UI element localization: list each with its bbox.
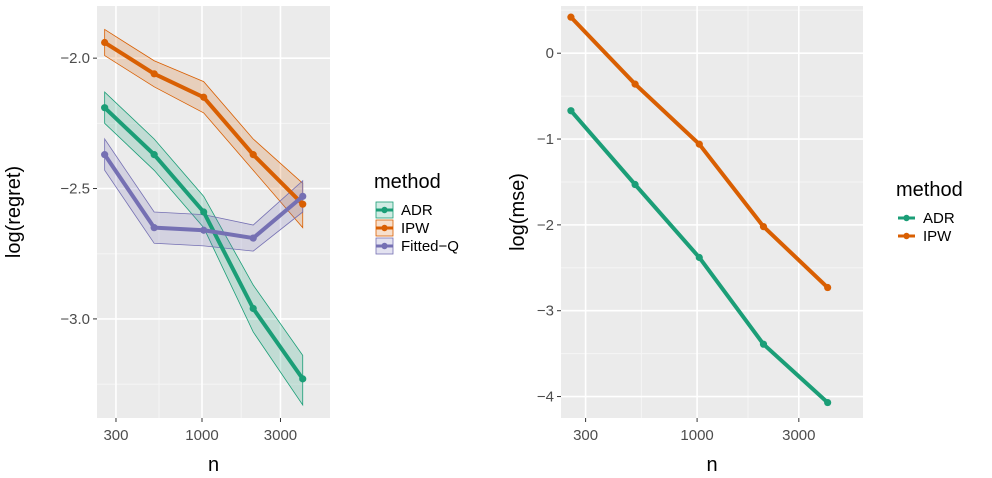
- panel-1: −3.0 −2.5 −2.0 300 1000 3000 n log(regret) metho…: [3, 6, 459, 476]
- data-point-adr: [249, 304, 257, 313]
- y-tick-label: 0: [546, 45, 554, 62]
- x-tick-label: 3000: [264, 427, 297, 444]
- x-axis-title: n: [706, 454, 717, 476]
- legend-label: ADR: [401, 202, 433, 219]
- data-point-ipw: [695, 140, 703, 148]
- data-point-adr: [695, 253, 703, 262]
- y-axis-title: log(regret): [3, 166, 25, 258]
- legend-label: IPW: [923, 228, 952, 245]
- data-point-fitted-q: [101, 151, 109, 159]
- data-point-ipw: [567, 13, 575, 21]
- legend-label: IPW: [401, 220, 430, 237]
- data-point-ipw: [759, 222, 768, 231]
- data-point-adr: [200, 208, 208, 216]
- x-tick-label: 1000: [185, 427, 218, 444]
- panel-background: [561, 6, 863, 418]
- data-point-ipw: [150, 70, 158, 78]
- x-axis-title: n: [208, 454, 219, 476]
- y-axis-title: log(mse): [507, 173, 529, 251]
- data-point-ipw: [631, 80, 639, 88]
- y-tick-label: −1: [537, 131, 554, 148]
- y-tick-label: −3.0: [60, 311, 90, 328]
- legend-label: Fitted−Q: [401, 238, 459, 255]
- data-point-adr: [824, 398, 832, 407]
- data-point-fitted-q: [200, 226, 208, 234]
- data-point-ipw: [824, 283, 832, 292]
- ribbon-ipw: [104, 28, 304, 229]
- ribbon-fitted-q: [104, 137, 304, 252]
- data-point-adr: [150, 151, 158, 159]
- data-point-adr: [101, 104, 109, 112]
- legend-title: method: [374, 171, 441, 193]
- ribbon-adr: [104, 91, 304, 407]
- legend-key-point: [381, 242, 388, 250]
- x-tick-label: 300: [103, 427, 128, 444]
- data-point-ipw: [249, 151, 257, 159]
- legend-title: method: [896, 179, 963, 201]
- legend-key-point: [903, 214, 910, 222]
- y-tick-label: −2.5: [60, 181, 90, 198]
- data-point-fitted-q: [299, 192, 307, 200]
- x-tick-label: 3000: [782, 427, 815, 444]
- panel-2: −4 −3 −2 −1 0 300 1000 3000 n log(mse) method ADRIP…: [507, 6, 963, 476]
- data-point-adr: [567, 107, 575, 115]
- y-tick-label: −4: [537, 389, 554, 406]
- data-point-adr: [631, 180, 639, 189]
- data-point-fitted-q: [249, 234, 257, 242]
- y-tick-label: −2.0: [60, 50, 90, 67]
- data-point-ipw: [101, 38, 109, 47]
- data-point-ipw: [200, 93, 208, 101]
- y-tick-label: −2: [537, 217, 554, 234]
- data-point-fitted-q: [150, 224, 158, 232]
- legend-key-point: [381, 206, 388, 214]
- data-point-adr: [299, 375, 307, 383]
- x-tick-label: 1000: [680, 427, 713, 444]
- x-tick-label: 300: [573, 427, 598, 444]
- data-point-adr: [759, 340, 768, 348]
- data-point-ipw: [299, 200, 307, 208]
- legend-label: ADR: [923, 210, 955, 227]
- legend-key-point: [381, 224, 388, 232]
- panel-background: [97, 6, 330, 418]
- legend-key-point: [903, 232, 910, 240]
- y-tick-label: −3: [537, 303, 554, 320]
